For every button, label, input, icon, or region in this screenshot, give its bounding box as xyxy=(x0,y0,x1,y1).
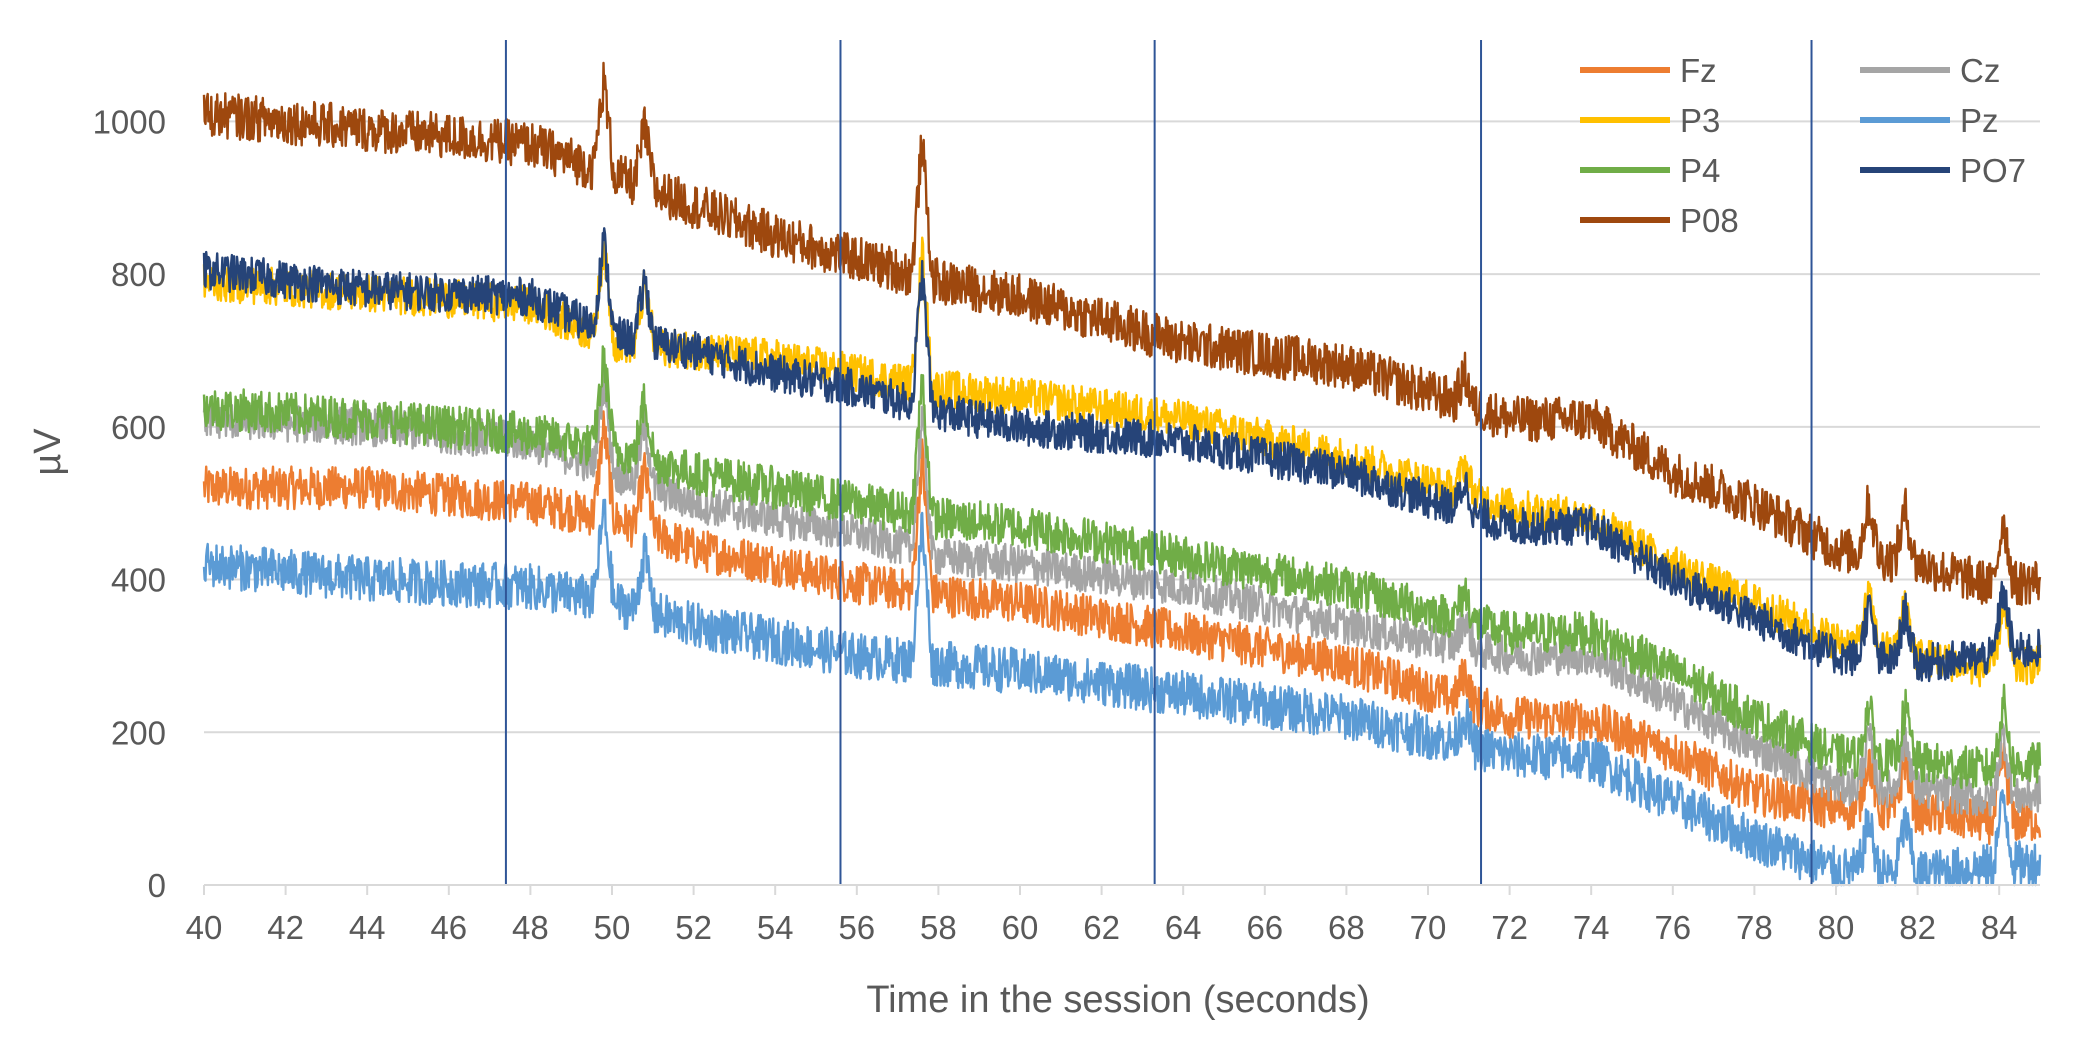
x-tick-label: 46 xyxy=(430,909,467,946)
x-tick-label: 54 xyxy=(757,909,794,946)
x-tick-label: 82 xyxy=(1899,909,1936,946)
legend-label-cz: Cz xyxy=(1960,52,2000,89)
x-tick-label: 62 xyxy=(1083,909,1120,946)
x-tick-label: 60 xyxy=(1002,909,1039,946)
series-p4 xyxy=(202,345,2042,790)
legend-label-fz: Fz xyxy=(1680,52,1717,89)
vertical-markers xyxy=(504,40,1813,885)
y-tick-label: 200 xyxy=(111,714,166,751)
y-axis: 0 200 400 600 800 1000 xyxy=(93,103,166,904)
legend-label-p3: P3 xyxy=(1680,102,1720,139)
x-tick-label: 72 xyxy=(1491,909,1528,946)
x-tick-label: 70 xyxy=(1410,909,1447,946)
x-tick-label: 76 xyxy=(1654,909,1691,946)
x-axis: 40 42 44 46 48 50 52 54 56 58 60 62 64 66 68 70 72 74 76 78… xyxy=(186,884,2040,946)
x-tick-label: 58 xyxy=(920,909,957,946)
series-pz xyxy=(202,498,2042,887)
x-tick-label: 48 xyxy=(512,909,549,946)
x-tick-label: 44 xyxy=(349,909,386,946)
x-tick-label: 40 xyxy=(186,909,223,946)
y-tick-label: 600 xyxy=(111,409,166,446)
y-tick-label: 1000 xyxy=(93,103,166,140)
series-p08 xyxy=(202,61,2042,606)
x-tick-label: 74 xyxy=(1573,909,1610,946)
x-tick-label: 80 xyxy=(1818,909,1855,946)
y-tick-label: 800 xyxy=(111,256,166,293)
x-tick-label: 68 xyxy=(1328,909,1365,946)
x-tick-label: 42 xyxy=(267,909,304,946)
series-lines xyxy=(202,61,2042,887)
legend-label-p08: P08 xyxy=(1680,202,1739,239)
x-tick-label: 84 xyxy=(1981,909,2018,946)
legend: Fz Cz P3 Pz P4 PO7 P08 xyxy=(1580,52,2026,239)
x-tick-label: 64 xyxy=(1165,909,1202,946)
x-tick-label: 50 xyxy=(594,909,631,946)
series-fz xyxy=(202,410,2042,845)
legend-label-pz: Pz xyxy=(1960,102,1999,139)
x-tick-label: 52 xyxy=(675,909,712,946)
x-axis-title: Time in the session (seconds) xyxy=(866,979,1369,1021)
x-tick-label: 56 xyxy=(838,909,875,946)
legend-label-p4: P4 xyxy=(1680,152,1720,189)
y-axis-title: µV xyxy=(27,428,69,476)
y-tick-label: 400 xyxy=(111,562,166,599)
series-po7 xyxy=(202,227,2042,683)
x-tick-label: 66 xyxy=(1246,909,1283,946)
legend-label-po7: PO7 xyxy=(1960,152,2026,189)
y-tick-label: 0 xyxy=(148,867,166,904)
x-tick-label: 78 xyxy=(1736,909,1773,946)
